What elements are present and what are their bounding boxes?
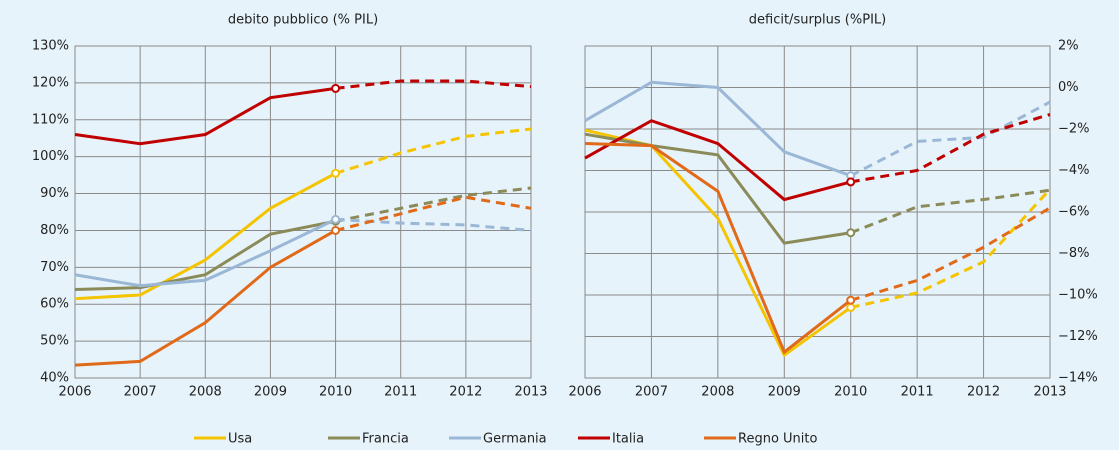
forecast-line [850,100,1051,178]
y-tick-label: −6% [1058,205,1090,220]
y-tick-label: −8% [1058,246,1090,261]
forecast-line [335,127,532,175]
marker [331,214,341,224]
y-tick-label: 70% [40,260,69,275]
marker [846,177,856,187]
y-tick-label: −2% [1058,122,1090,137]
series-line [74,171,337,301]
forecast-line [335,217,532,232]
marker [846,295,856,305]
series-line [584,142,852,355]
series-line [74,218,337,288]
legend-label: Italia [612,432,644,447]
forecast-line [850,113,1051,184]
forecast-line [335,79,532,90]
forecast-line [850,206,1051,302]
series-line [74,229,337,367]
y-tick-label: 130% [32,39,69,54]
marker [331,83,341,93]
plot-frame [74,45,532,379]
x-tick-label: 2008 [189,385,222,400]
x-tick-label: 2010 [834,385,867,400]
x-tick-label: 2006 [568,385,601,400]
marker [846,228,856,238]
x-tick-label: 2012 [449,385,482,400]
x-tick-label: 2013 [1033,385,1066,400]
series-line [74,219,336,291]
y-tick-label: 90% [40,186,69,201]
y-tick-label: 0% [1058,80,1079,95]
x-tick-label: 2007 [124,385,157,400]
legend-label: Germania [483,432,547,447]
x-tick-label: 2011 [901,385,934,400]
x-tick-label: 2009 [254,385,287,400]
marker [331,168,341,178]
x-tick-label: 2013 [514,385,547,400]
plot-frame [584,45,1051,379]
y-tick-label: −14% [1058,371,1098,386]
y-tick-label: 120% [32,75,69,90]
x-tick-label: 2006 [58,385,91,400]
y-tick-label: −12% [1058,329,1098,344]
legend-label: Regno Unito [738,432,817,447]
forecast-line [850,188,1051,235]
chart-title: debito pubblico (% PIL) [228,13,378,28]
x-tick-label: 2010 [319,385,352,400]
legend-label: Usa [228,432,252,447]
marker [846,302,856,312]
marker [331,225,341,235]
y-tick-label: 50% [40,334,69,349]
series-line [584,80,852,178]
x-tick-label: 2011 [384,385,417,400]
forecast-line [335,195,532,232]
series-line [584,132,851,245]
y-tick-label: −10% [1058,288,1098,303]
y-tick-label: 40% [40,371,69,386]
forecast-line [335,186,532,223]
y-tick-label: 2% [1058,39,1079,54]
chart-title: deficit/surplus (%PIL) [749,13,886,28]
y-tick-label: 60% [40,297,69,312]
x-tick-label: 2012 [967,385,1000,400]
legend-label: Francia [362,432,409,447]
y-tick-label: 80% [40,223,69,238]
x-tick-label: 2008 [701,385,734,400]
forecast-line [850,188,1052,309]
y-tick-label: 110% [32,112,69,127]
series-line [584,119,852,202]
x-tick-label: 2009 [768,385,801,400]
y-tick-label: 100% [32,149,69,164]
x-tick-label: 2007 [635,385,668,400]
series-line [74,86,336,146]
y-tick-label: −4% [1058,163,1090,178]
